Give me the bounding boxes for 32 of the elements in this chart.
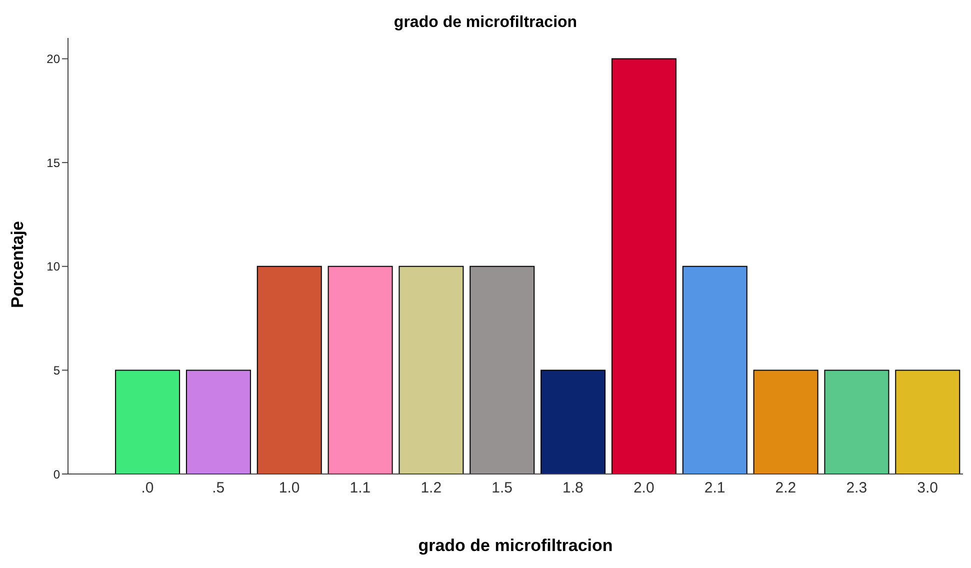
chart-title: grado de microfiltracion <box>392 14 578 32</box>
y-tick-label: 0 <box>53 467 60 482</box>
y-tick-label: 15 <box>46 156 60 170</box>
bar <box>611 58 676 474</box>
x-tick-label: 2.2 <box>775 480 796 497</box>
bar <box>470 266 535 474</box>
y-tick-label: 5 <box>53 363 60 378</box>
x-tick-label: 3.0 <box>917 480 938 497</box>
bar <box>753 370 818 474</box>
bar <box>256 266 322 474</box>
x-tick-label: 1.2 <box>420 480 442 497</box>
x-axis-title: grado de microfiltracion <box>417 536 614 556</box>
x-tick-label: 2.3 <box>846 480 868 497</box>
x-tick-label: 1.1 <box>350 480 371 497</box>
x-tick-label: .5 <box>212 480 225 497</box>
y-axis-title: Porcentaje <box>8 221 28 308</box>
bar <box>398 266 464 474</box>
x-tick-label: 1.0 <box>278 480 300 497</box>
x-tick-label: 2.1 <box>704 480 726 497</box>
x-tick-label: 1.8 <box>562 480 584 497</box>
x-tick-label: 2.0 <box>633 480 654 497</box>
bar <box>895 370 960 474</box>
bar <box>824 370 890 474</box>
x-tick-label: 1.5 <box>492 480 512 497</box>
y-tick-label: 10 <box>46 260 60 274</box>
bar <box>186 370 251 474</box>
y-tick-label: 20 <box>46 52 60 66</box>
bar <box>682 266 748 474</box>
bar <box>328 266 393 474</box>
x-tick-label: .0 <box>141 480 154 497</box>
bar <box>115 370 180 474</box>
bar <box>540 370 606 474</box>
